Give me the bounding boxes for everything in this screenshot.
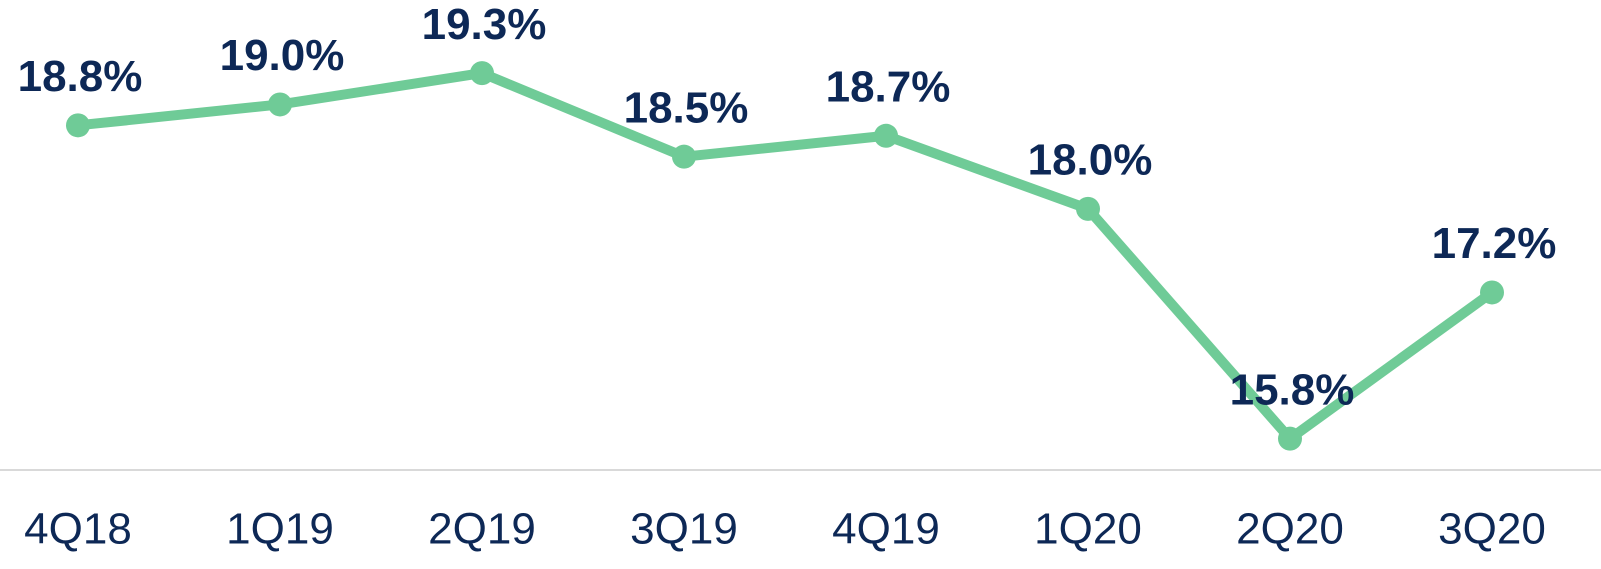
x-tick-label: 1Q20 xyxy=(1034,505,1142,554)
data-label: 18.7% xyxy=(826,62,951,111)
line xyxy=(77,68,1495,444)
data-label: 19.3% xyxy=(422,0,547,49)
marker xyxy=(1278,426,1302,451)
marker xyxy=(1480,280,1504,305)
x-tick-label: 2Q19 xyxy=(428,505,536,554)
x-tick-label: 1Q19 xyxy=(226,505,334,554)
x-tick-label: 3Q20 xyxy=(1438,505,1546,554)
marker xyxy=(470,61,494,86)
marker xyxy=(66,113,90,138)
data-label: 18.0% xyxy=(1028,136,1153,185)
x-tick-label: 2Q20 xyxy=(1236,505,1344,554)
x-tick-label: 4Q19 xyxy=(832,505,940,554)
marker xyxy=(874,123,898,148)
marker xyxy=(672,144,696,169)
x-tick-label: 4Q18 xyxy=(24,505,132,554)
marker xyxy=(268,92,292,117)
data-label: 15.8% xyxy=(1230,365,1355,414)
data-label: 17.2% xyxy=(1432,219,1557,268)
x-tick-label: 3Q19 xyxy=(630,505,738,554)
data-label: 18.8% xyxy=(18,52,143,101)
data-label: 19.0% xyxy=(220,31,345,80)
data-label: 18.5% xyxy=(624,83,749,132)
marker xyxy=(1076,196,1100,221)
